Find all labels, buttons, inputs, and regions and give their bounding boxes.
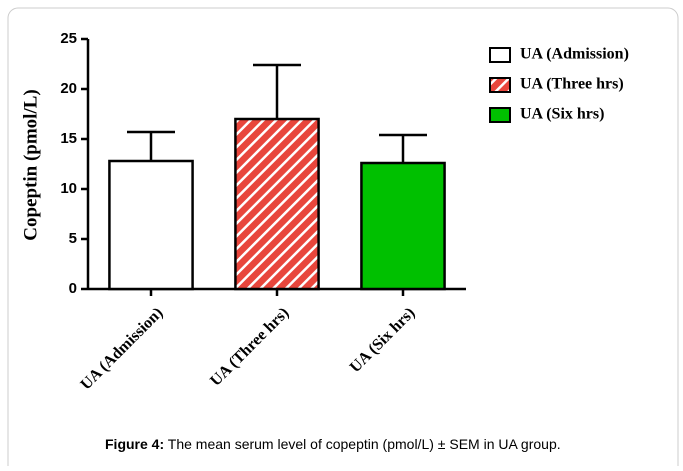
legend-swatch (489, 47, 511, 63)
x-tick-label: UA (Admission) (77, 304, 166, 393)
y-axis-label: Copeptin (pmol/L) (20, 89, 41, 241)
x-tick-label: UA (Six hrs) (347, 304, 419, 376)
bar (234, 117, 320, 291)
legend-swatch (489, 107, 511, 123)
bar (108, 159, 194, 291)
legend-label: UA (Admission) (520, 46, 629, 63)
legend-label: UA (Three hrs) (520, 76, 624, 93)
y-tick-label: 0 (69, 280, 77, 297)
x-tick-label: UA (Three hrs) (207, 304, 292, 389)
caption-text: The mean serum level of copeptin (pmol/L… (168, 436, 561, 452)
frame (7, 7, 679, 471)
caption-label: Figure 4: (105, 436, 164, 452)
y-tick-label: 20 (60, 80, 77, 97)
y-tick-label: 25 (60, 30, 77, 47)
legend-swatch (489, 77, 511, 93)
legend-label: UA (Six hrs) (520, 106, 604, 123)
y-tick-label: 5 (69, 230, 77, 247)
y-tick-label: 10 (60, 180, 77, 197)
bar (360, 161, 446, 291)
caption: Figure 4: The mean serum level of copept… (105, 436, 561, 452)
y-tick-label: 15 (60, 130, 77, 147)
